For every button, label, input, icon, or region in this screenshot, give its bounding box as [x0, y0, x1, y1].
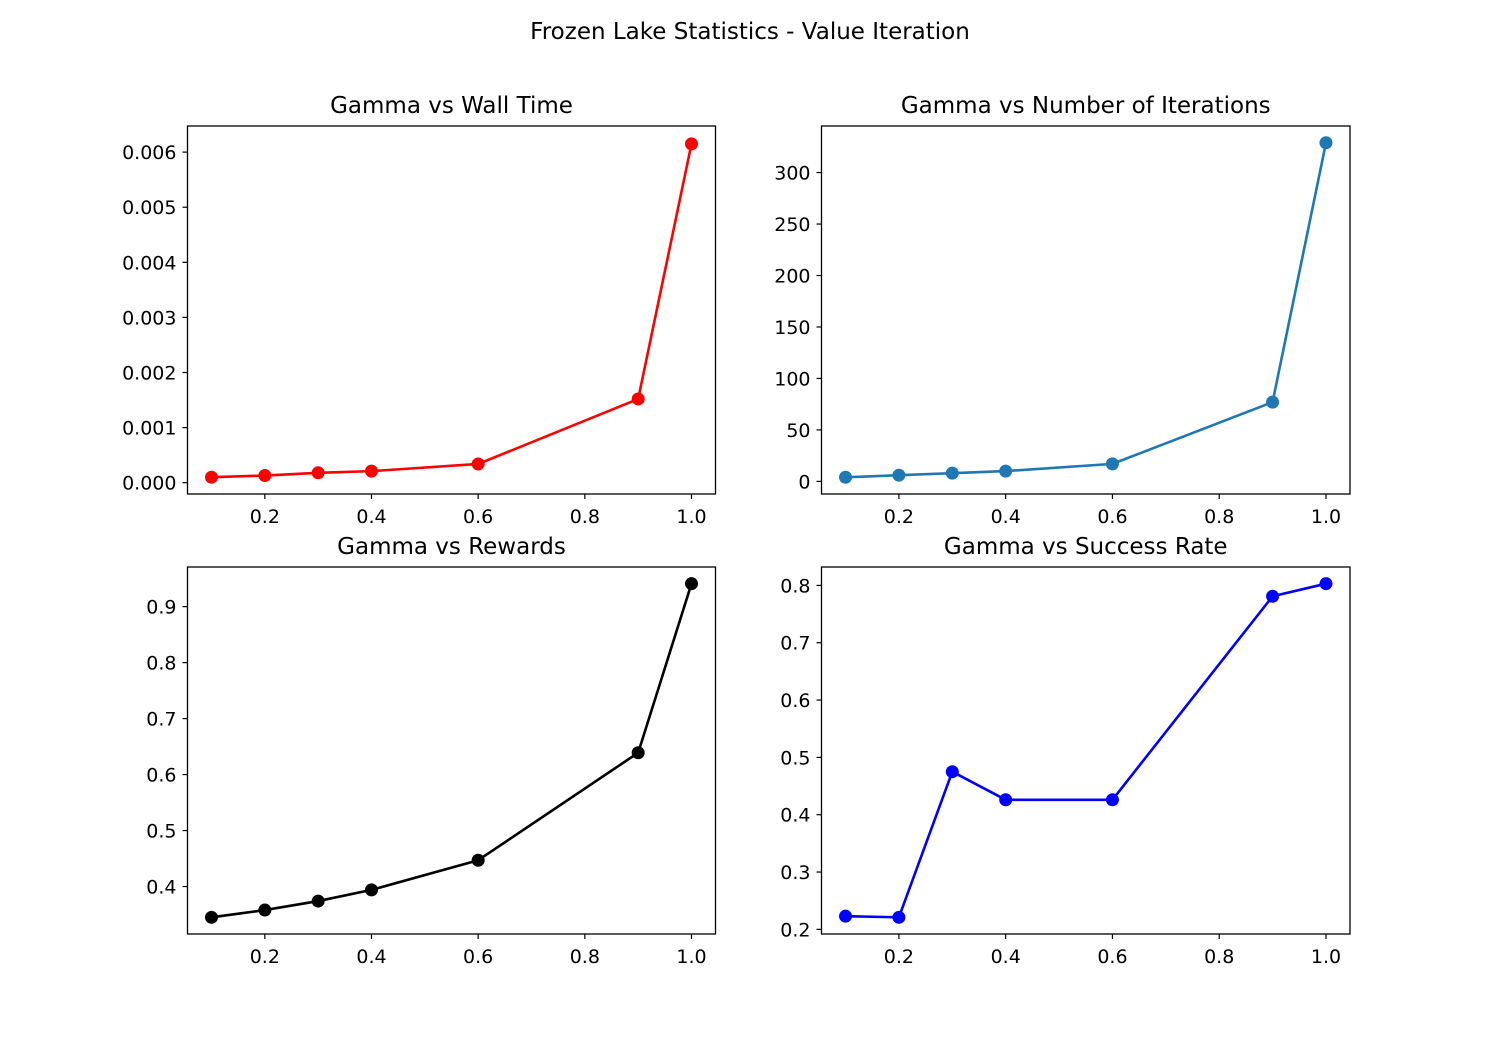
panel-wall-time: Gamma vs Wall Time 0.2 0.4 0.6 0.8 1.0 0.000 0.… — [122, 93, 717, 528]
y-tick-label: 0.5 — [146, 821, 176, 843]
y-tick-label: 0.004 — [122, 252, 176, 274]
y-tick-label: 250 — [774, 214, 810, 236]
panel-title-rewards: Gamma vs Rewards — [337, 534, 566, 560]
y-tick-label: 0.7 — [780, 633, 810, 655]
data-point — [945, 466, 959, 480]
x-tick-label: 0.4 — [991, 506, 1021, 528]
axes-frame — [186, 566, 717, 935]
data-point — [839, 909, 853, 923]
data-point — [1319, 577, 1333, 591]
x-tick-label: 1.0 — [1311, 506, 1341, 528]
axes-frame — [820, 566, 1351, 935]
y-tick-label: 0.8 — [780, 575, 810, 597]
data-point — [258, 469, 272, 483]
data-point — [685, 577, 698, 591]
data-point — [945, 765, 959, 779]
data-point — [892, 468, 906, 482]
y-tick-label: 0.4 — [780, 805, 810, 827]
x-tick-label: 0.8 — [1204, 506, 1234, 528]
x-tick-label: 0.2 — [250, 506, 280, 528]
y-tick-label: 0.6 — [146, 765, 176, 787]
data-point — [1319, 136, 1333, 150]
data-point — [471, 457, 485, 471]
y-tick-label: 0.9 — [146, 597, 176, 619]
y-tick-label: 300 — [774, 163, 810, 185]
y-tick-label: 0 — [798, 471, 810, 493]
y-tick-label: 0.001 — [122, 418, 176, 440]
y-tick-label: 50 — [786, 420, 810, 442]
y-tick-label: 0.4 — [146, 877, 176, 899]
y-tick-label: 0.003 — [122, 307, 176, 329]
x-tick-label: 0.2 — [884, 506, 914, 528]
data-point — [1105, 457, 1119, 471]
y-tick-label: 0.2 — [780, 919, 810, 941]
x-tick-label: 1.0 — [1311, 946, 1341, 968]
x-tick-label: 0.2 — [884, 946, 914, 968]
y-tick-label: 0.5 — [780, 747, 810, 769]
y-tick-label: 0.002 — [122, 363, 176, 385]
data-point — [365, 883, 378, 897]
y-tick-label: 0.006 — [122, 142, 176, 164]
data-point — [685, 137, 698, 151]
series-line — [845, 142, 1328, 479]
x-tick-label: 0.4 — [991, 946, 1021, 968]
x-tick-label: 0.2 — [250, 946, 280, 968]
figure-title: Frozen Lake Statistics - Value Iteration — [530, 19, 970, 45]
y-tick-label: 0.3 — [780, 862, 810, 884]
x-tick-label: 0.6 — [463, 946, 493, 968]
data-point — [471, 853, 485, 867]
panel-title-iterations: Gamma vs Number of Iterations — [901, 93, 1271, 119]
x-tick-label: 0.8 — [570, 506, 600, 528]
x-tick-label: 1.0 — [676, 946, 706, 968]
y-tick-label: 0.6 — [780, 690, 810, 712]
x-tick-label: 0.4 — [356, 506, 386, 528]
data-point — [631, 392, 645, 406]
x-tick-label: 0.8 — [570, 946, 600, 968]
data-point — [999, 464, 1013, 478]
x-tick-label: 0.8 — [1204, 946, 1234, 968]
data-point — [311, 466, 325, 480]
series-line — [211, 143, 693, 479]
x-tick-label: 0.6 — [463, 506, 493, 528]
series-line — [211, 583, 693, 919]
y-tick-label: 100 — [774, 368, 810, 390]
y-tick-label: 0.8 — [146, 653, 176, 675]
y-tick-label: 150 — [774, 317, 810, 339]
data-point — [1266, 395, 1280, 409]
data-point — [205, 910, 218, 924]
data-point — [1105, 793, 1119, 807]
data-point — [631, 746, 645, 760]
axes-frame — [820, 125, 1351, 495]
data-point — [892, 910, 906, 924]
data-point — [1266, 589, 1280, 603]
panel-rewards: Gamma vs Rewards 0.2 0.4 0.6 0.8 1.0 0.4 0.5 0.6… — [146, 534, 717, 968]
x-tick-label: 0.6 — [1097, 946, 1127, 968]
axes-frame — [186, 125, 717, 495]
panel-success-rate: Gamma vs Success Rate 0.2 0.4 0.6 0.8 1.0 0.2 0… — [780, 534, 1351, 968]
panel-title-success-rate: Gamma vs Success Rate — [944, 534, 1228, 560]
data-point — [311, 894, 325, 908]
data-point — [205, 470, 218, 484]
data-point — [365, 464, 378, 478]
y-tick-label: 0.7 — [146, 709, 176, 731]
x-tick-label: 0.6 — [1097, 506, 1127, 528]
x-tick-label: 0.4 — [356, 946, 386, 968]
y-tick-label: 0.000 — [122, 473, 176, 495]
data-point — [839, 470, 853, 484]
y-tick-label: 0.005 — [122, 197, 176, 219]
x-tick-label: 1.0 — [676, 506, 706, 528]
panel-iterations: Gamma vs Number of Iterations 0.2 0.4 0.6 0.… — [774, 93, 1351, 528]
panel-title-wall-time: Gamma vs Wall Time — [330, 93, 573, 119]
data-point — [258, 903, 272, 917]
series-line — [845, 582, 1327, 919]
y-tick-label: 200 — [774, 266, 810, 288]
data-point — [999, 793, 1013, 807]
